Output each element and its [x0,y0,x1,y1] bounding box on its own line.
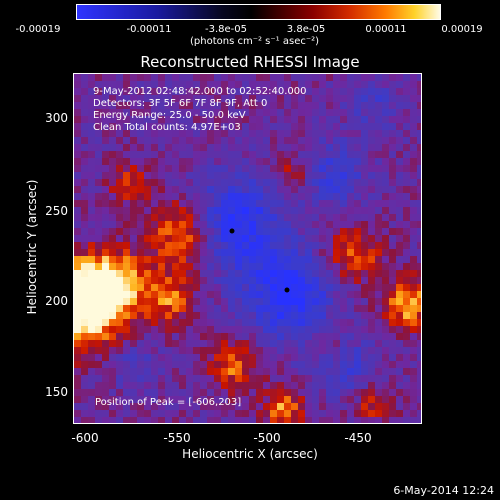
minimum-marker [229,228,235,234]
x-tick-label: -450 [344,431,372,445]
colorbar-tick: 3.8e-05 [286,24,326,35]
y-tick-label: 250 [45,204,68,218]
colorbar-tick: -0.00011 [126,24,172,35]
clean-counts-text: Clean Total counts: 4.97E+03 [93,122,241,133]
colorbar-tick: 0.00011 [365,24,407,35]
colorbar-unit-label: (photons cm⁻² s⁻¹ asec⁻²) [190,36,320,47]
colorbar-tick: -0.00019 [15,24,61,35]
x-tick-label: -550 [163,431,191,445]
colorbar [76,4,441,20]
y-tick-label: 300 [45,111,68,125]
time-range-text: 9-May-2012 02:48:42.000 to 02:52:40.000 [93,86,307,97]
peak-position-text: Position of Peak = [-606,203] [95,397,242,408]
y-tick-label: 200 [45,294,68,308]
x-tick-label: -600 [71,431,99,445]
minimum-marker [284,287,290,293]
image-title: Reconstructed RHESSI Image [140,53,360,71]
x-tick-label: -500 [253,431,281,445]
footer-date: 6-May-2014 12:24 [393,484,494,497]
y-tick-label: 150 [45,385,68,399]
colorbar-tick: 0.00019 [441,24,483,35]
colorbar-tick: -3.8e-05 [205,24,247,35]
detectors-text: Detectors: 3F 5F 6F 7F 8F 9F, Att 0 [93,98,268,109]
x-axis-label: Heliocentric X (arcsec) [182,447,318,461]
rhessi-image [73,73,422,424]
rhessi-image-map [74,74,421,423]
energy-range-text: Energy Range: 25.0 - 50.0 keV [93,110,246,121]
